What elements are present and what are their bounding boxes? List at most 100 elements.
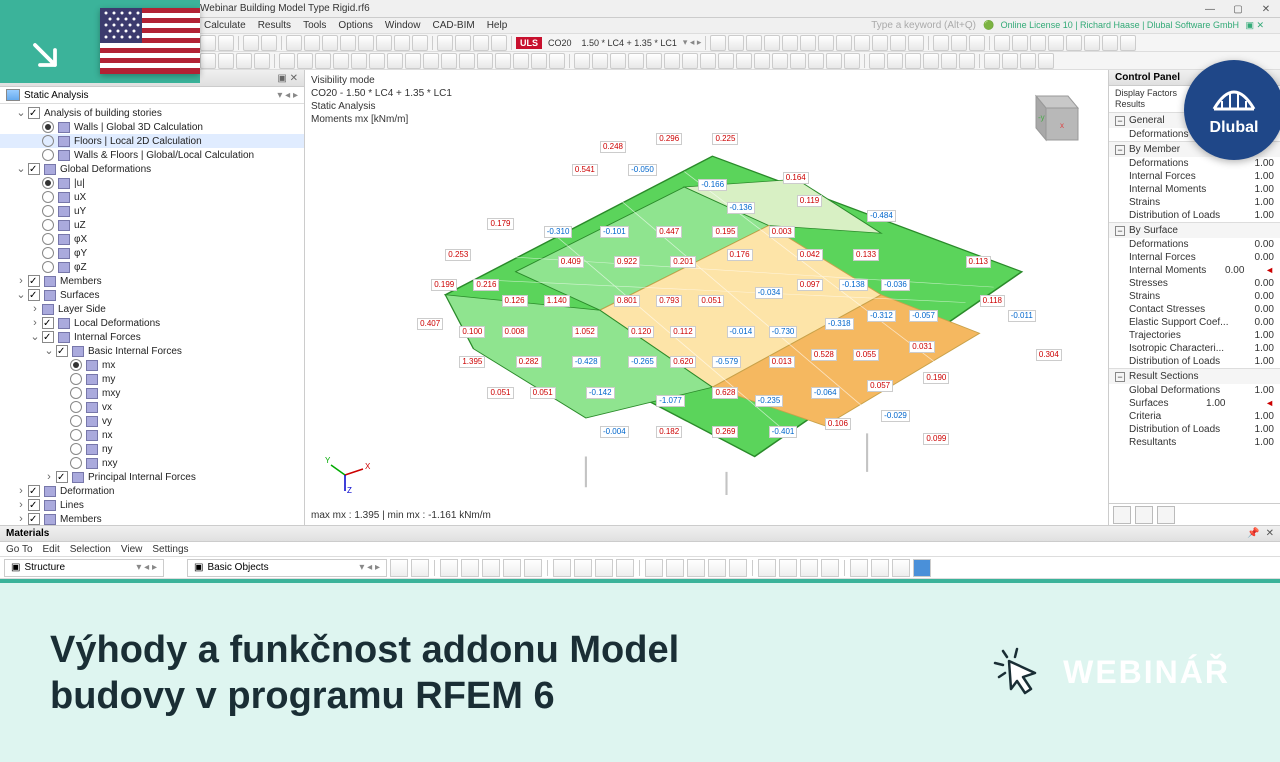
tb-btn[interactable] bbox=[1048, 35, 1064, 51]
tree-item[interactable]: mxy bbox=[0, 386, 304, 400]
tb-btn[interactable] bbox=[376, 35, 392, 51]
materials-menu-selection[interactable]: Selection bbox=[70, 544, 111, 555]
tb-btn[interactable] bbox=[322, 35, 338, 51]
tb-btn[interactable] bbox=[664, 53, 680, 69]
radio-icon[interactable] bbox=[42, 149, 54, 161]
tree-item[interactable]: mx bbox=[0, 358, 304, 372]
tb-btn[interactable] bbox=[531, 53, 547, 69]
tb-btn[interactable] bbox=[1030, 35, 1046, 51]
cp-row[interactable]: Strains1.00 bbox=[1109, 196, 1280, 209]
cp-row[interactable]: Trajectories1.00 bbox=[1109, 329, 1280, 342]
tb-btn[interactable] bbox=[491, 35, 507, 51]
tree-item[interactable]: ›✓Local Deformations bbox=[0, 316, 304, 330]
mat-tb-btn[interactable] bbox=[616, 559, 634, 577]
tree-item[interactable]: ›✓Members bbox=[0, 274, 304, 288]
cp-row[interactable]: Stresses0.00 bbox=[1109, 277, 1280, 290]
materials-menu-goto[interactable]: Go To bbox=[6, 544, 33, 555]
tb-btn[interactable] bbox=[387, 53, 403, 69]
tree-item[interactable]: Walls & Floors | Global/Local Calculatio… bbox=[0, 148, 304, 162]
tb-btn[interactable] bbox=[628, 53, 644, 69]
tb-btn[interactable] bbox=[394, 35, 410, 51]
radio-icon[interactable] bbox=[70, 387, 82, 399]
search-input[interactable]: Type a keyword (Alt+Q) bbox=[867, 20, 980, 31]
checkbox-icon[interactable]: ✓ bbox=[42, 331, 54, 343]
tb-btn[interactable] bbox=[908, 35, 924, 51]
radio-icon[interactable] bbox=[70, 443, 82, 455]
mat-tb-btn[interactable] bbox=[687, 559, 705, 577]
tb-btn[interactable] bbox=[969, 35, 985, 51]
checkbox-icon[interactable]: ✓ bbox=[28, 485, 40, 497]
mat-tb-btn[interactable] bbox=[574, 559, 592, 577]
tree-item[interactable]: vy bbox=[0, 414, 304, 428]
tree-item[interactable]: ›Layer Side bbox=[0, 302, 304, 316]
mat-tb-btn[interactable] bbox=[595, 559, 613, 577]
tb-btn[interactable] bbox=[1120, 35, 1136, 51]
mat-tb-help[interactable] bbox=[913, 559, 931, 577]
cp-foot-btn[interactable] bbox=[1113, 506, 1131, 524]
materials-menu-view[interactable]: View bbox=[121, 544, 143, 555]
menu-calculate[interactable]: Calculate bbox=[200, 20, 250, 31]
mat-tb-btn[interactable] bbox=[666, 559, 684, 577]
tb-btn[interactable] bbox=[315, 53, 331, 69]
tb-btn[interactable] bbox=[782, 35, 798, 51]
tb-btn[interactable] bbox=[844, 53, 860, 69]
mat-tb-btn[interactable] bbox=[892, 559, 910, 577]
tree-item[interactable]: Floors | Local 2D Calculation bbox=[0, 134, 304, 148]
tb-btn[interactable] bbox=[254, 53, 270, 69]
tb-btn[interactable] bbox=[826, 53, 842, 69]
viewport-3d[interactable]: Visibility mode CO20 - 1.50 * LC4 + 1.35… bbox=[305, 70, 1108, 525]
cp-row[interactable]: Surfaces1.00 bbox=[1109, 397, 1280, 410]
tb-btn[interactable] bbox=[574, 53, 590, 69]
tb-btn[interactable] bbox=[592, 53, 608, 69]
tree-item[interactable]: φX bbox=[0, 232, 304, 246]
tb-btn[interactable] bbox=[218, 53, 234, 69]
mat-tb-btn[interactable] bbox=[708, 559, 726, 577]
tb-btn[interactable] bbox=[682, 53, 698, 69]
checkbox-icon[interactable]: ✓ bbox=[28, 499, 40, 511]
tb-btn[interactable] bbox=[905, 53, 921, 69]
tb-btn[interactable] bbox=[459, 53, 475, 69]
tb-btn[interactable] bbox=[236, 53, 252, 69]
tb-btn[interactable] bbox=[933, 35, 949, 51]
tb-btn[interactable] bbox=[728, 35, 744, 51]
radio-icon[interactable] bbox=[70, 359, 82, 371]
tb-btn[interactable] bbox=[994, 35, 1010, 51]
mat-tb-btn[interactable] bbox=[390, 559, 408, 577]
tb-btn[interactable] bbox=[764, 35, 780, 51]
mat-tb-btn[interactable] bbox=[524, 559, 542, 577]
menu-cad-bim[interactable]: CAD-BIM bbox=[428, 20, 478, 31]
checkbox-icon[interactable]: ✓ bbox=[28, 163, 40, 175]
tree-item[interactable]: my bbox=[0, 372, 304, 386]
tree-item[interactable]: vx bbox=[0, 400, 304, 414]
radio-icon[interactable] bbox=[70, 401, 82, 413]
tb-btn[interactable] bbox=[610, 53, 626, 69]
tb-btn[interactable] bbox=[754, 53, 770, 69]
mat-tb-btn[interactable] bbox=[553, 559, 571, 577]
tb-btn[interactable] bbox=[984, 53, 1000, 69]
tree-item[interactable]: ny bbox=[0, 442, 304, 456]
fem-model[interactable]: 0.2480.2960.2250.541-0.050-0.1660.164-0.… bbox=[375, 110, 1078, 495]
materials-pin-icon[interactable]: 📌 bbox=[1247, 528, 1259, 539]
cp-row[interactable]: Global Deformations1.00 bbox=[1109, 384, 1280, 397]
tree-item[interactable]: ›✓Lines bbox=[0, 498, 304, 512]
cp-row[interactable]: Deformations0.00 bbox=[1109, 238, 1280, 251]
tb-btn[interactable] bbox=[710, 35, 726, 51]
tb-btn[interactable] bbox=[959, 53, 975, 69]
mat-tb-btn[interactable] bbox=[758, 559, 776, 577]
radio-icon[interactable] bbox=[42, 205, 54, 217]
menu-help[interactable]: Help bbox=[483, 20, 512, 31]
tb-btn[interactable] bbox=[437, 35, 453, 51]
materials-toolbar[interactable]: ▣ Structure▾ ◂ ▸ ▣ Basic Objects▾ ◂ ▸ bbox=[0, 557, 1280, 579]
mat-tb-btn[interactable] bbox=[871, 559, 889, 577]
cp-foot-btn[interactable] bbox=[1135, 506, 1153, 524]
mat-tb-btn[interactable] bbox=[645, 559, 663, 577]
materials-close-button[interactable]: ✕ bbox=[1266, 528, 1274, 539]
cp-row[interactable]: Internal Forces0.00 bbox=[1109, 251, 1280, 264]
tb-btn[interactable] bbox=[351, 53, 367, 69]
tb-btn[interactable] bbox=[473, 35, 489, 51]
cp-row[interactable]: Internal Forces1.00 bbox=[1109, 170, 1280, 183]
radio-icon[interactable] bbox=[70, 457, 82, 469]
mat-tb-btn[interactable] bbox=[729, 559, 747, 577]
tb-btn[interactable] bbox=[736, 53, 752, 69]
materials-menu-settings[interactable]: Settings bbox=[152, 544, 188, 555]
